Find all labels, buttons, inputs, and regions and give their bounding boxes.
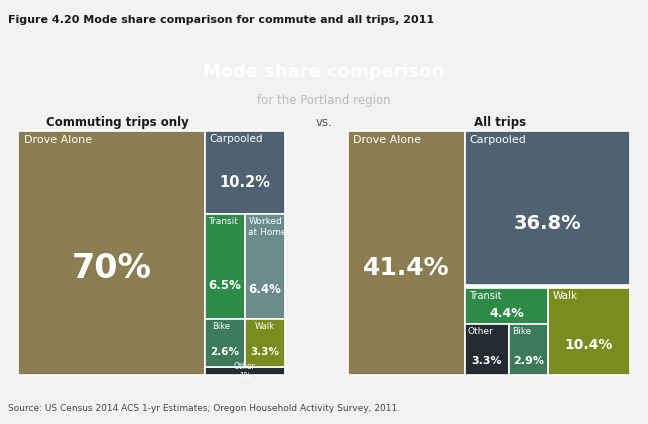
Bar <box>548 288 630 376</box>
Bar <box>509 324 548 376</box>
Text: 10.4%: 10.4% <box>565 338 613 352</box>
Bar <box>205 215 245 319</box>
Text: Other: Other <box>468 327 494 336</box>
Text: 36.8%: 36.8% <box>514 214 581 233</box>
Text: Carpooled: Carpooled <box>470 135 527 145</box>
Bar <box>18 131 205 376</box>
Text: Walk: Walk <box>552 291 577 301</box>
Bar <box>245 215 285 319</box>
Text: Carpooled: Carpooled <box>209 134 262 144</box>
Text: Other
1%: Other 1% <box>234 362 256 381</box>
Text: Drove Alone: Drove Alone <box>24 135 92 145</box>
Text: vs.: vs. <box>316 116 332 129</box>
Text: for the Portland region: for the Portland region <box>257 94 391 107</box>
Text: 3.3%: 3.3% <box>472 356 502 366</box>
Bar <box>348 131 465 376</box>
Text: Transit: Transit <box>208 218 238 226</box>
Text: All trips: All trips <box>474 116 526 129</box>
Text: 70%: 70% <box>71 251 152 285</box>
Text: Drove Alone: Drove Alone <box>353 135 421 145</box>
Text: 10.2%: 10.2% <box>220 176 270 190</box>
Bar <box>245 319 285 367</box>
Text: Source: US Census 2014 ACS 1-yr Estimates; Oregon Household Activity Survey, 201: Source: US Census 2014 ACS 1-yr Estimate… <box>8 404 400 413</box>
Text: 4.4%: 4.4% <box>489 307 524 320</box>
Text: Commuting trips only: Commuting trips only <box>45 116 189 129</box>
Bar <box>205 319 245 367</box>
Text: 2.6%: 2.6% <box>211 347 240 357</box>
Text: 41.4%: 41.4% <box>363 256 450 280</box>
Bar <box>465 288 548 324</box>
Text: 6.4%: 6.4% <box>249 283 282 296</box>
Bar <box>205 131 285 215</box>
Text: Figure 4.20 Mode share comparison for commute and all trips, 2011: Figure 4.20 Mode share comparison for co… <box>8 15 435 25</box>
Text: Worked
at Home: Worked at Home <box>248 218 287 237</box>
Bar <box>465 131 630 285</box>
Text: 2.9%: 2.9% <box>513 356 544 366</box>
Text: Bike: Bike <box>512 327 531 336</box>
Bar <box>465 324 509 376</box>
Text: Walk: Walk <box>255 322 275 331</box>
Text: Bike: Bike <box>212 322 230 331</box>
Text: Transit: Transit <box>469 291 502 301</box>
Text: Mode share comparison: Mode share comparison <box>203 63 445 81</box>
Text: 3.3%: 3.3% <box>251 347 280 357</box>
Text: 6.5%: 6.5% <box>209 279 242 292</box>
Bar <box>205 367 285 376</box>
